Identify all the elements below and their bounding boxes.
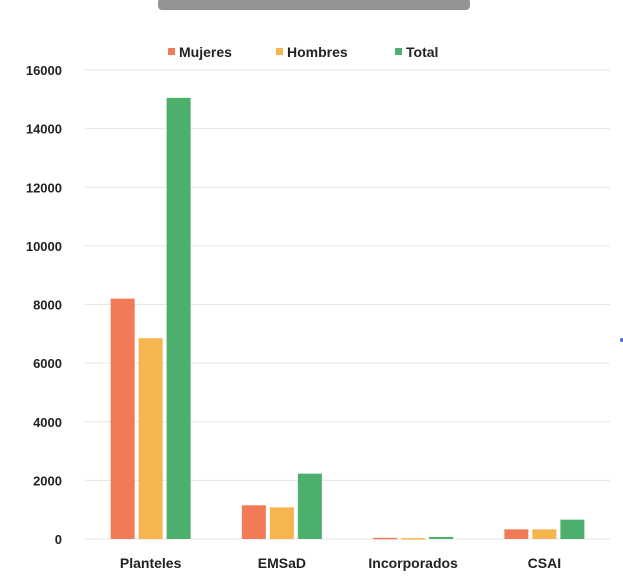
y-tick-label: 16000 xyxy=(26,63,62,78)
x-axis: Planteles EMSaD Incorporados CSAI xyxy=(120,555,561,571)
legend-label: Mujeres xyxy=(179,44,232,60)
legend-label: Total xyxy=(406,44,438,60)
bar-total-csai xyxy=(560,519,585,539)
bar-hombres-incorporados xyxy=(401,538,426,540)
bar-hombres-planteles xyxy=(138,338,163,539)
bar-total-emsad xyxy=(297,473,322,539)
y-tick-label: 14000 xyxy=(26,122,62,137)
bar-mujeres-incorporados xyxy=(373,537,398,540)
bars xyxy=(110,97,585,540)
legend-swatch xyxy=(168,48,175,55)
bar-mujeres-emsad xyxy=(241,505,266,539)
x-tick-label: EMSaD xyxy=(258,555,306,571)
legend-label: Hombres xyxy=(287,44,348,60)
bar-hombres-csai xyxy=(532,529,557,539)
y-axis: 0 2000 4000 6000 8000 10000 12000 14000 16000 xyxy=(26,63,62,547)
bar-total-planteles xyxy=(166,97,191,540)
y-tick-label: 0 xyxy=(55,532,62,547)
bar-mujeres-csai xyxy=(504,529,529,539)
x-tick-label: Incorporados xyxy=(368,555,458,571)
gridlines xyxy=(85,69,610,540)
bar-mujeres-planteles xyxy=(110,298,135,539)
y-tick-label: 2000 xyxy=(33,473,62,488)
legend-swatch xyxy=(276,48,283,55)
y-tick-label: 12000 xyxy=(26,180,62,195)
chart-title-blurred xyxy=(158,0,470,10)
x-tick-label: CSAI xyxy=(528,555,561,571)
edge-dot xyxy=(620,338,623,342)
legend-swatch xyxy=(395,48,402,55)
bar-total-incorporados xyxy=(429,536,454,539)
y-tick-label: 8000 xyxy=(33,298,62,313)
y-tick-label: 4000 xyxy=(33,415,62,430)
x-tick-label: Planteles xyxy=(120,555,182,571)
bar-hombres-emsad xyxy=(269,507,294,539)
legend: Mujeres Hombres Total xyxy=(168,44,438,60)
y-tick-label: 10000 xyxy=(26,239,62,254)
y-tick-label: 6000 xyxy=(33,356,62,371)
